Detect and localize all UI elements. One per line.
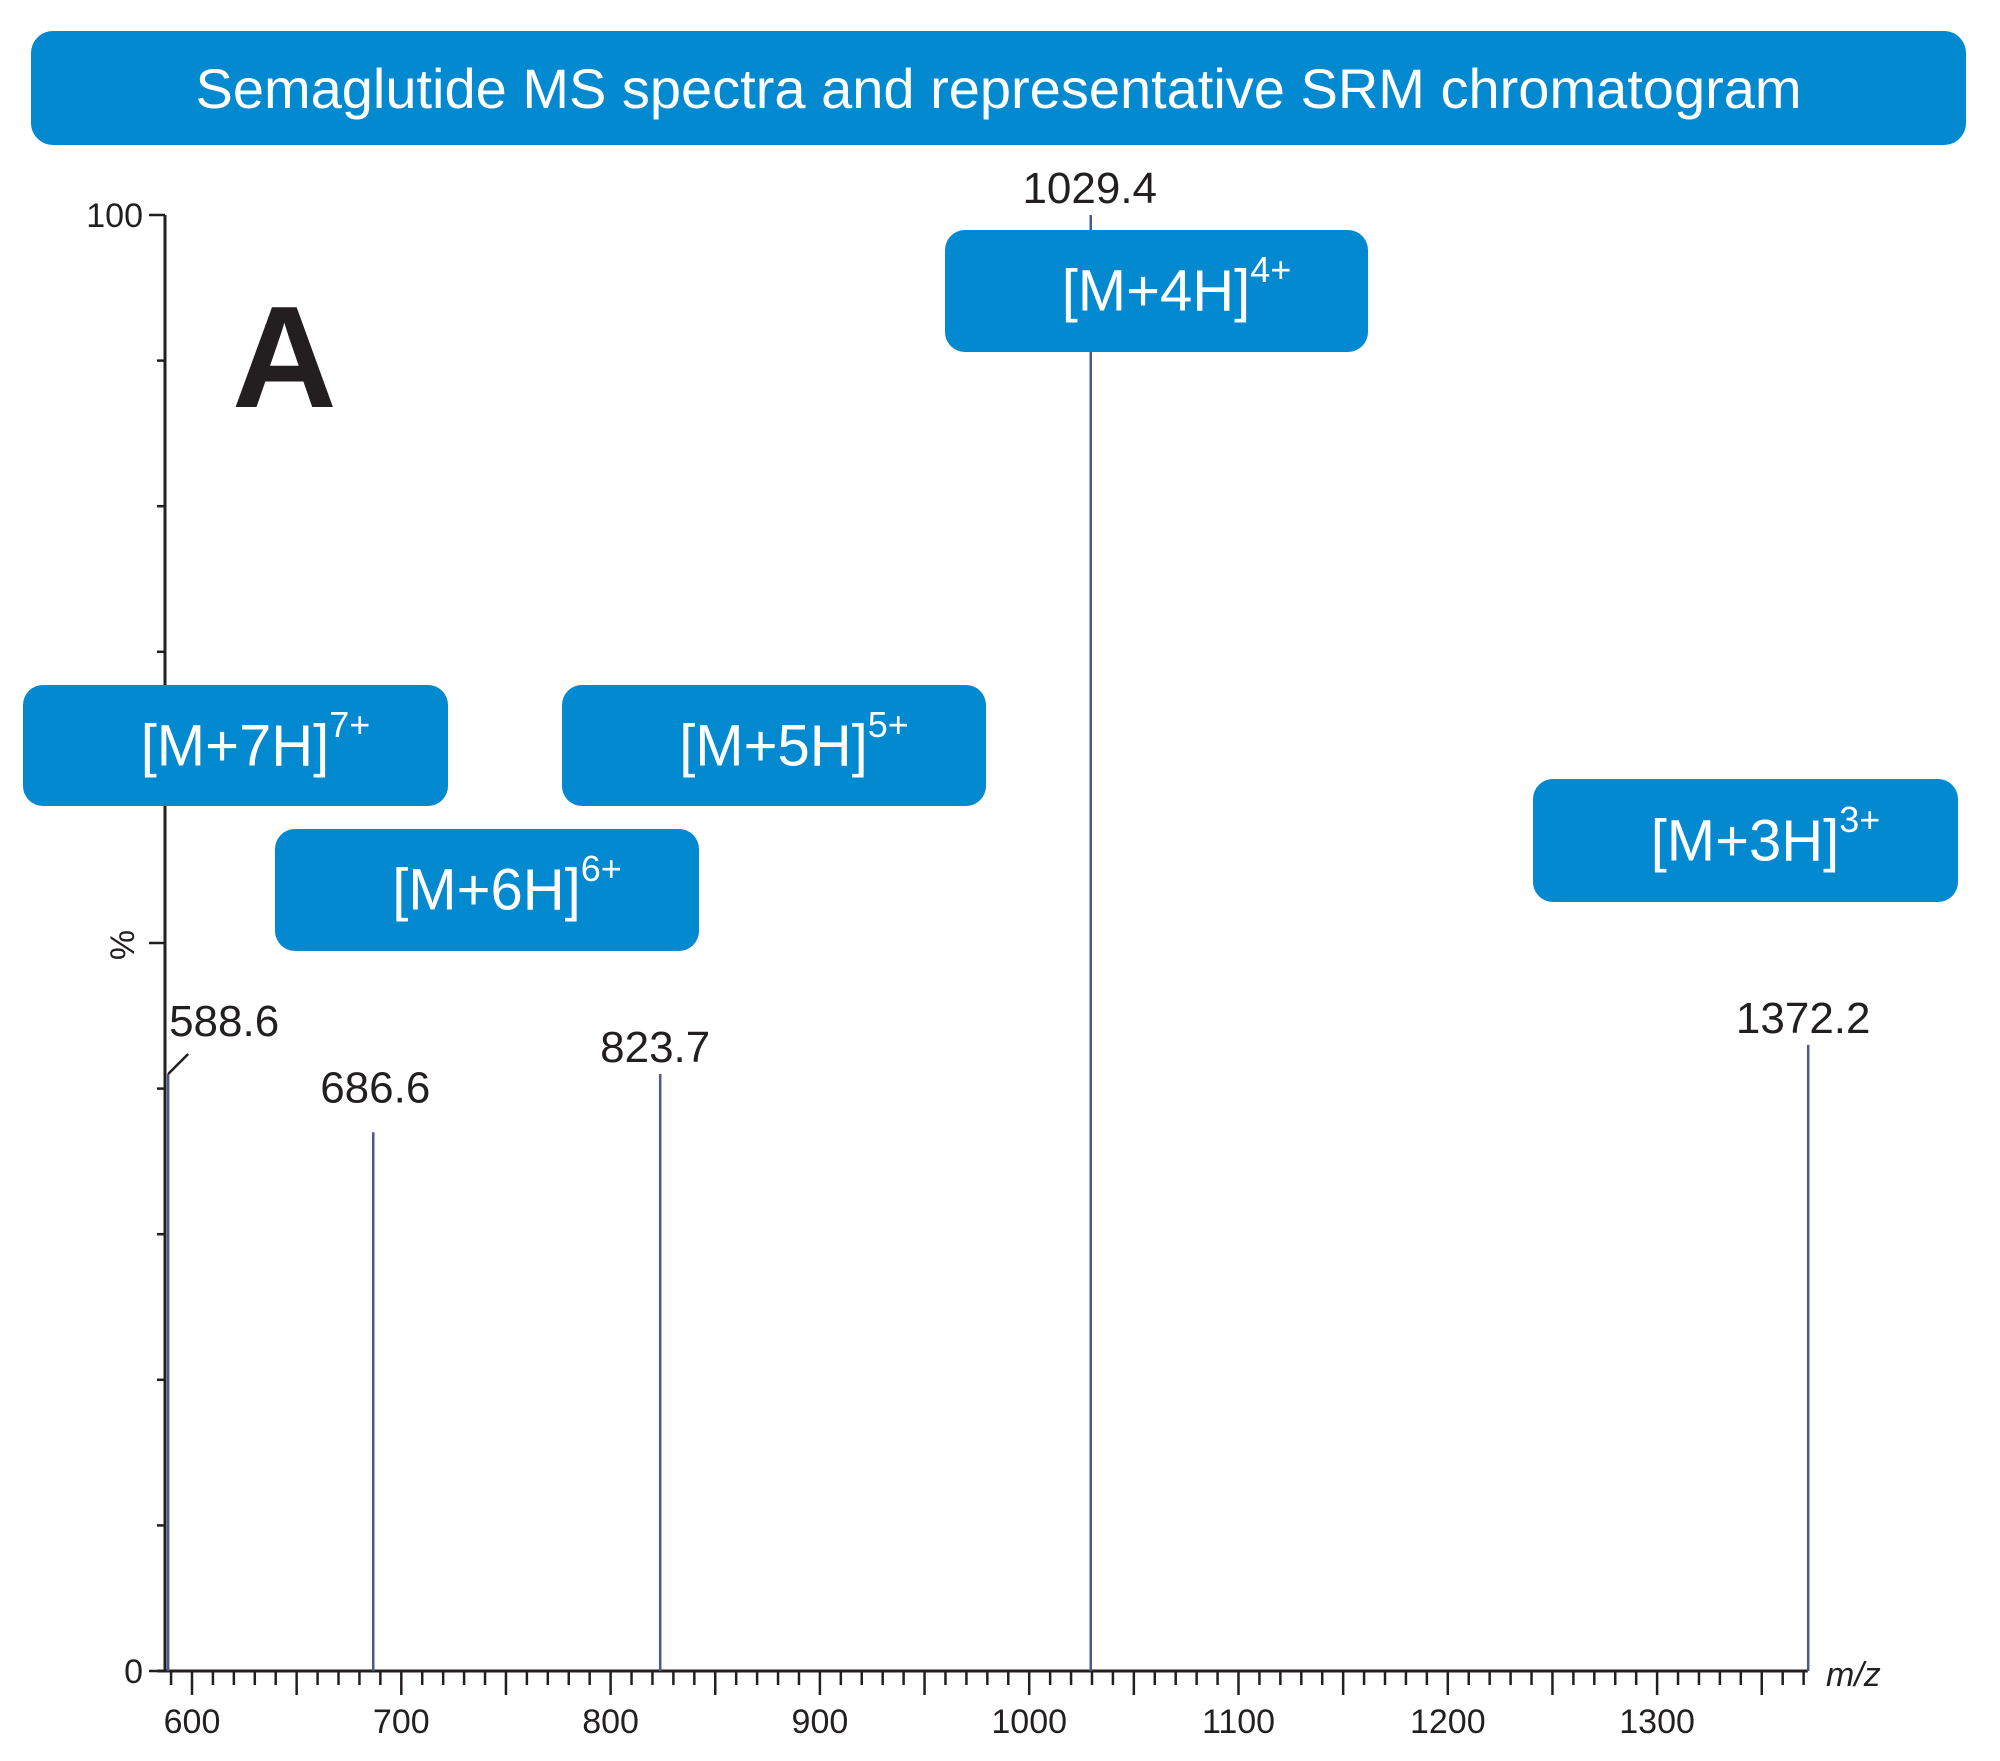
x-tick-label: 1300 xyxy=(1619,1703,1695,1741)
ion-label: [M+4H] xyxy=(1061,258,1251,324)
peak-labels: 588.6 686.6 823.7 1029.4 1372.2 xyxy=(167,164,1871,1112)
y-axis-label: % xyxy=(104,930,142,960)
ion-annotation-m4h: [M+4H]4+ xyxy=(945,230,1368,352)
peak-label: 686.6 xyxy=(320,1063,430,1112)
y-tick-label: 100 xyxy=(86,197,143,235)
peak-leader-line xyxy=(167,1053,190,1075)
ion-annotation-m7h: [M+7H]7+ xyxy=(23,685,448,806)
axes: 0 100 600 700 800 900 1000 1100 1200 1300 xyxy=(86,197,1808,1741)
peak-label: 588.6 xyxy=(169,997,279,1046)
charge-state: 6+ xyxy=(580,848,622,890)
charge-state: 5+ xyxy=(867,703,909,745)
ion-label: [M+5H] xyxy=(679,713,868,779)
panel-label: A xyxy=(232,276,337,438)
ion-label: [M+6H] xyxy=(392,857,581,923)
x-tick-label: 600 xyxy=(164,1703,221,1741)
x-tick-label: 700 xyxy=(373,1703,430,1741)
x-tick-label: 1200 xyxy=(1410,1703,1486,1741)
x-axis-label: m/z xyxy=(1826,1656,1881,1694)
peaks xyxy=(166,215,1810,1671)
y-tick-label: 0 xyxy=(124,1653,143,1691)
ion-annotation-m3h: [M+3H]3+ xyxy=(1533,779,1958,902)
peak-label: 823.7 xyxy=(600,1023,710,1072)
x-tick-label: 1100 xyxy=(1202,1703,1275,1741)
peak-label: 1029.4 xyxy=(1022,164,1157,213)
charge-state: 4+ xyxy=(1250,249,1292,291)
ion-label: [M+7H] xyxy=(140,713,330,779)
ion-annotation-m6h: [M+6H]6+ xyxy=(275,829,699,951)
ion-annotation-m5h: [M+5H]5+ xyxy=(562,685,986,806)
charge-state: 3+ xyxy=(1839,798,1881,840)
x-tick-label: 900 xyxy=(792,1703,849,1741)
x-tick-label: 1000 xyxy=(991,1703,1067,1741)
x-tick-label: 800 xyxy=(582,1703,639,1741)
chart-title-banner: Semaglutide MS spectra and representativ… xyxy=(31,31,1966,145)
chart-title: Semaglutide MS spectra and representativ… xyxy=(195,56,1802,120)
peak-label: 1372.2 xyxy=(1736,994,1871,1043)
charge-state: 7+ xyxy=(329,703,371,745)
ion-label: [M+3H] xyxy=(1650,808,1840,874)
